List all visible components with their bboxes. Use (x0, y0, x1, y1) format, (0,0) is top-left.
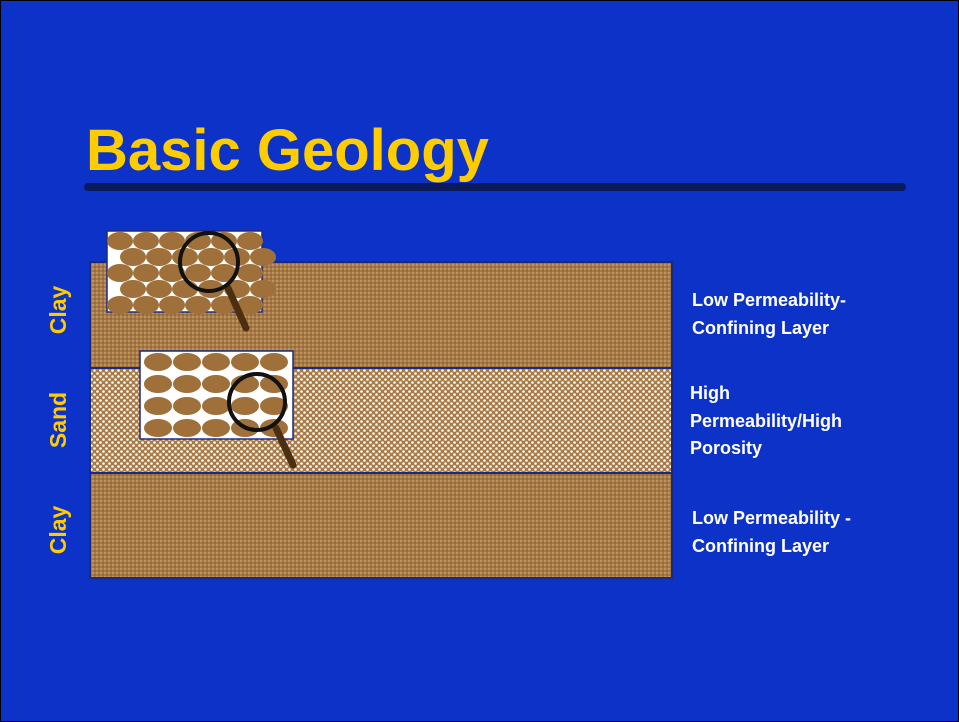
grain (231, 397, 259, 415)
grain (120, 248, 146, 266)
grain (185, 264, 211, 282)
grain (133, 232, 159, 250)
grain (173, 397, 201, 415)
layer-label: Sand (45, 392, 71, 448)
slide: Basic Geology Clay Low Permeability- Confi… (0, 0, 959, 722)
grain (133, 296, 159, 314)
grain (146, 280, 172, 298)
grain (107, 264, 133, 282)
grain (159, 296, 185, 314)
grain (144, 353, 172, 371)
grain (173, 353, 201, 371)
grain (202, 353, 230, 371)
grain (159, 232, 185, 250)
grain (173, 419, 201, 437)
grain (185, 296, 211, 314)
grain (173, 375, 201, 393)
grain (107, 296, 133, 314)
grain (146, 248, 172, 266)
grain (133, 264, 159, 282)
grain (172, 248, 198, 266)
grain (202, 397, 230, 415)
grain (231, 353, 259, 371)
slide-title: Basic Geology (86, 118, 489, 183)
grain (250, 280, 276, 298)
clay-magnified-inset (107, 231, 276, 314)
layer-description: Confining Layer (692, 318, 829, 338)
layer-description: Porosity (690, 438, 762, 458)
grain (237, 232, 263, 250)
layer-description: Low Permeability - (692, 508, 851, 528)
grain (250, 248, 276, 266)
layer-label: Clay (45, 506, 71, 555)
clay-layer (90, 473, 672, 578)
grain (202, 375, 230, 393)
grain (198, 248, 224, 266)
layer-description: Permeability/High (690, 411, 842, 431)
grain (237, 264, 263, 282)
grain (144, 397, 172, 415)
layer-description: High (690, 383, 730, 403)
grain (120, 280, 146, 298)
grain (144, 419, 172, 437)
layer-description: Low Permeability- (692, 290, 846, 310)
grain (107, 232, 133, 250)
grain (260, 353, 288, 371)
layer-description: Confining Layer (692, 536, 829, 556)
grain (202, 419, 230, 437)
grain (144, 375, 172, 393)
layer-label: Clay (45, 286, 71, 335)
